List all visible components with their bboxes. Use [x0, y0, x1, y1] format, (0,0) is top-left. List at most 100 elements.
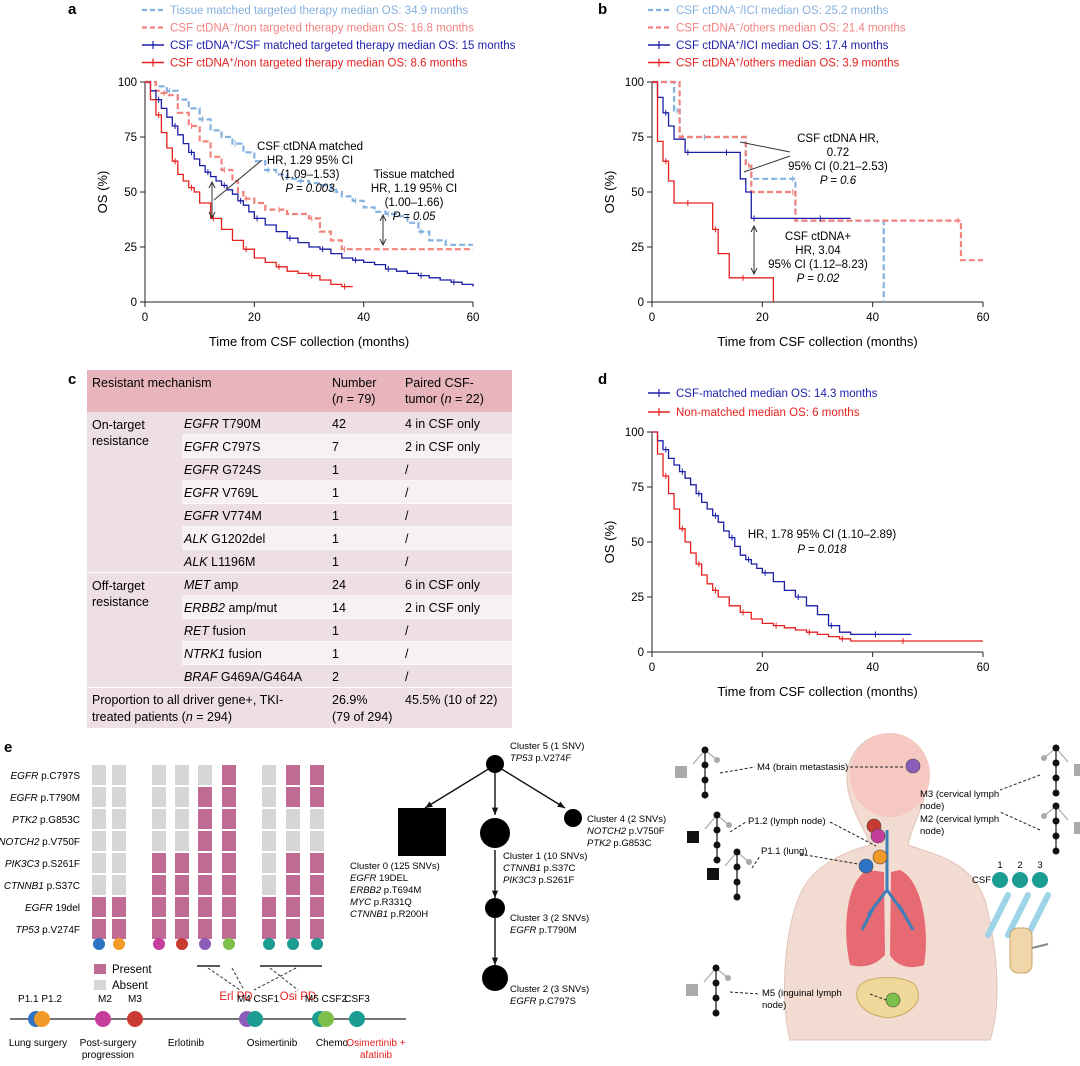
x-tick-label: 40	[866, 662, 879, 674]
paired-cell: 4 in CSF only	[405, 417, 481, 431]
cluster-label: CTNNB1 p.R200H	[350, 909, 428, 920]
cluster-label: EGFR 19DEL	[350, 873, 408, 884]
mutation-cell: NTRK1 fusion	[184, 647, 262, 661]
paired-cell: 2 in CSF only	[405, 601, 481, 615]
heatmap-cell	[152, 809, 166, 829]
number-cell: 1	[332, 532, 339, 546]
gene-row-label: CTNNB1 p.S37C	[4, 881, 80, 892]
mini-tree-square	[675, 766, 687, 778]
heatmap-cell	[262, 853, 276, 873]
header-mechanism: Resistant mechanism	[92, 376, 212, 390]
osi-pd-label: Osi PD	[280, 991, 316, 1003]
y-tick-label: 75	[631, 132, 644, 144]
x-tick-label: 0	[142, 312, 148, 324]
site-label-m5: M5 (inguinal lymph	[762, 988, 842, 999]
x-tick-label: 0	[649, 312, 655, 324]
mini-tree-square	[1074, 822, 1080, 834]
heatmap-cell	[262, 897, 276, 917]
footer-label: Proportion to all driver gene+, TKI-	[92, 693, 283, 707]
y-tick-label: 100	[625, 77, 644, 89]
heatmap-cell	[175, 919, 189, 939]
heatmap-cell	[112, 809, 126, 829]
cluster-label: Cluster 0 (125 SNVs)	[350, 861, 440, 872]
timeline-sample-label: M5 CSF2	[305, 994, 348, 1005]
cluster-label: EGFR p.C797S	[510, 996, 576, 1007]
table-row	[182, 573, 512, 596]
timeline-sample-label: M2	[98, 994, 112, 1005]
cluster-label: NOTCH2 p.V750F	[587, 826, 665, 837]
paired-cell: /	[405, 509, 409, 523]
x-axis-label: Time from CSF collection (months)	[717, 334, 917, 349]
legend-absent-swatch	[94, 980, 106, 990]
y-axis-label: OS (%)	[602, 521, 617, 564]
mini-tree-node	[712, 979, 720, 987]
gene-row-label: EGFR 19del	[25, 903, 80, 914]
cluster-2-node	[482, 965, 508, 991]
heatmap-cell	[286, 897, 300, 917]
paired-cell: /	[405, 555, 409, 569]
km-series-line	[652, 81, 851, 220]
legend-label: CSF ctDNA−/non targeted therapy median O…	[170, 20, 474, 35]
csf-sample-dot	[1032, 872, 1048, 888]
mini-clonal-tree	[686, 964, 731, 1017]
footer-number: (79 of 294)	[332, 710, 392, 724]
heatmap-cell	[198, 875, 212, 895]
table-row	[182, 458, 512, 481]
site-label-m4: M4 (brain metastasis)	[757, 762, 848, 773]
gene-row-label: PIK3C3 p.S261F	[5, 859, 80, 870]
site-leader-line	[999, 811, 1041, 831]
mini-tree-node	[1052, 817, 1060, 825]
heatmap-cell	[286, 875, 300, 895]
legend-label: CSF ctDNA−/ICI median OS: 25.2 months	[676, 3, 889, 18]
heatmap-cell	[310, 831, 324, 851]
timeline-event-label: Chemo	[316, 1038, 349, 1049]
header-paired: Paired CSF-	[405, 376, 474, 390]
heatmap-cell	[198, 765, 212, 785]
panel-c-letter: c	[68, 371, 76, 388]
heatmap-cell	[222, 809, 236, 829]
hr-arrowhead	[379, 213, 387, 222]
y-tick-label: 0	[638, 297, 644, 309]
lumbar-needle	[1031, 943, 1049, 949]
number-cell: 2	[332, 670, 339, 684]
cluster-label: PTK2 p.G853C	[587, 838, 652, 849]
tree-arrowhead	[491, 890, 499, 898]
tree-edge	[494, 764, 566, 809]
y-tick-label: 25	[631, 592, 644, 604]
mini-tree-node	[1041, 755, 1047, 761]
heatmap-cell	[262, 919, 276, 939]
y-tick-label: 50	[631, 187, 644, 199]
number-cell: 7	[332, 440, 339, 454]
panel-a-letter: a	[68, 1, 77, 18]
footer-paired: 45.5% (10 of 22)	[405, 693, 497, 707]
mini-tree-node	[1052, 774, 1060, 782]
panel-a-annotation-tissue: Tissue matched HR, 1.19 95% CI (1.00–1.6…	[371, 169, 457, 223]
legend-label: CSF-matched median OS: 14.3 months	[676, 388, 878, 400]
x-tick-label: 40	[866, 312, 879, 324]
pd-link	[207, 967, 241, 991]
site-leader-line	[869, 993, 887, 1001]
sample-dot	[93, 938, 105, 950]
mini-tree-node	[1041, 813, 1047, 819]
number-cell: 24	[332, 578, 346, 592]
site-label-m3: node)	[920, 801, 944, 812]
y-tick-label: 75	[631, 482, 644, 494]
paired-cell: /	[405, 624, 409, 638]
heatmap-cell	[198, 831, 212, 851]
sample-dot	[113, 938, 125, 950]
annot-line: Tissue matched	[374, 169, 455, 181]
annot-line: CSF ctDNA+	[785, 231, 851, 243]
mini-tree-node	[733, 863, 741, 871]
annot-line: 95% CI (0.21–2.53)	[788, 161, 888, 173]
mini-tree-node	[712, 994, 720, 1002]
heatmap-cell	[222, 919, 236, 939]
group-label-cell	[87, 573, 182, 688]
mini-tree-node	[726, 822, 732, 828]
heatmap-cell	[198, 919, 212, 939]
heatmap-cell	[92, 919, 106, 939]
annot-pointer	[739, 141, 791, 153]
heatmap-cell	[92, 853, 106, 873]
y-tick-label: 75	[124, 132, 137, 144]
heatmap-cell	[222, 765, 236, 785]
gene-row-label: NOTCH2 p.V750F	[0, 837, 80, 848]
